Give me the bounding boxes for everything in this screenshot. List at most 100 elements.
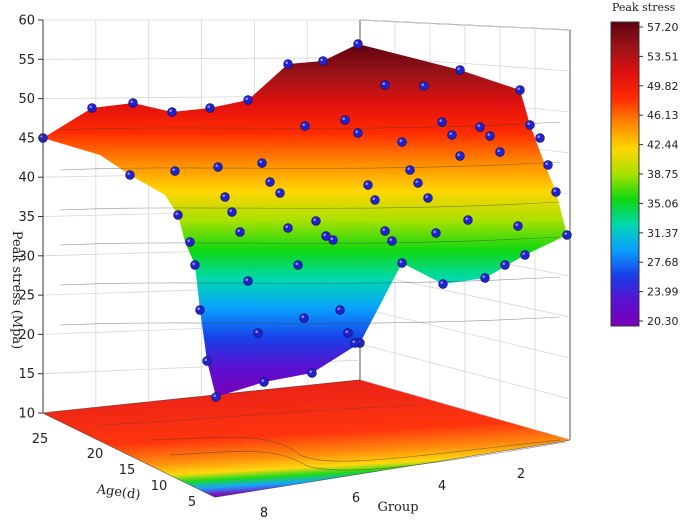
data-point-highlight bbox=[527, 122, 530, 125]
data-point bbox=[500, 260, 510, 270]
data-point-highlight bbox=[382, 228, 386, 231]
group-tick-label: 6 bbox=[352, 491, 360, 506]
data-point bbox=[551, 187, 561, 197]
data-point bbox=[185, 237, 195, 247]
data-point bbox=[495, 147, 505, 157]
y-tick-label: 60 bbox=[18, 14, 35, 29]
colorbar-tick-label: 53.51 bbox=[647, 50, 679, 63]
data-point-highlight bbox=[130, 100, 133, 103]
contour-line bbox=[59, 276, 561, 286]
data-point bbox=[275, 188, 285, 198]
data-point-highlight bbox=[229, 209, 232, 212]
colorbar-tick-label: 57.20 bbox=[647, 21, 679, 34]
data-point bbox=[211, 392, 221, 402]
data-point bbox=[328, 235, 338, 245]
data-point bbox=[397, 137, 407, 147]
data-point-highlight bbox=[267, 179, 271, 182]
data-point-highlight bbox=[277, 190, 281, 193]
data-point-highlight bbox=[215, 164, 218, 167]
data-point-highlight bbox=[515, 223, 518, 226]
data-point bbox=[257, 158, 267, 168]
data-point bbox=[300, 121, 310, 131]
data-point-highlight bbox=[285, 225, 289, 228]
colorbar-ticks: 57.20 53.51 49.82 46.13 42.44 38.75 35.06 31.37… bbox=[639, 21, 679, 328]
data-point bbox=[520, 250, 530, 260]
floor-color-fill bbox=[43, 380, 570, 497]
colorbar: Peak stress 57.20 53.51 49.82 46.13 42.44 38.… bbox=[610, 1, 679, 328]
data-point-highlight bbox=[295, 262, 299, 266]
data-point-highlight bbox=[337, 307, 341, 311]
data-point bbox=[311, 216, 321, 226]
data-point-highlight bbox=[487, 133, 491, 136]
data-point-highlight bbox=[245, 97, 248, 100]
data-point bbox=[535, 133, 545, 143]
data-point bbox=[475, 122, 485, 132]
data-point-highlight bbox=[309, 370, 313, 374]
data-point bbox=[173, 210, 183, 220]
contour-line bbox=[59, 236, 561, 246]
age-tick-label: 10 bbox=[151, 479, 168, 494]
data-point bbox=[265, 177, 275, 187]
age-tick-label: 15 bbox=[119, 463, 136, 478]
colorbar-tick-label: 35.06 bbox=[647, 197, 679, 210]
data-point-highlight bbox=[323, 233, 327, 236]
data-point bbox=[259, 377, 269, 387]
data-point bbox=[202, 356, 212, 366]
data-point-highlight bbox=[545, 162, 548, 165]
contour-line bbox=[59, 201, 561, 211]
data-point-highlight bbox=[320, 58, 324, 61]
data-point bbox=[235, 227, 245, 237]
data-point-highlight bbox=[425, 195, 429, 198]
data-point-highlight bbox=[477, 124, 481, 127]
data-point bbox=[413, 178, 423, 188]
data-point bbox=[363, 180, 373, 190]
age-axis: 25 20 15 10 5 bbox=[32, 432, 196, 510]
data-point-highlight bbox=[197, 307, 200, 311]
data-point-highlight bbox=[372, 197, 376, 200]
group-tick-label: 8 bbox=[260, 506, 268, 521]
data-point-highlight bbox=[204, 358, 207, 362]
data-point-highlight bbox=[457, 67, 461, 70]
data-point-highlight bbox=[330, 237, 334, 240]
contour-line bbox=[59, 316, 561, 326]
data-point bbox=[515, 85, 525, 95]
data-point bbox=[437, 117, 447, 127]
colorbar-tick-label: 46.13 bbox=[647, 109, 679, 122]
data-point-highlight bbox=[399, 260, 403, 264]
data-point-highlight bbox=[302, 123, 306, 126]
data-point-highlight bbox=[415, 180, 419, 183]
data-point-highlight bbox=[213, 394, 216, 398]
data-point bbox=[380, 226, 390, 236]
data-point bbox=[438, 279, 448, 289]
data-point bbox=[455, 151, 465, 161]
data-point bbox=[455, 65, 465, 75]
data-point bbox=[227, 207, 237, 217]
data-point bbox=[397, 258, 407, 268]
data-point bbox=[195, 305, 205, 315]
data-point-highlight bbox=[89, 105, 92, 108]
data-point bbox=[340, 115, 350, 125]
data-point bbox=[220, 192, 230, 202]
data-point bbox=[318, 56, 328, 66]
data-point-highlight bbox=[449, 132, 453, 135]
data-point bbox=[283, 223, 293, 233]
data-point bbox=[125, 170, 135, 180]
data-point bbox=[243, 276, 253, 286]
data-point bbox=[213, 162, 223, 172]
data-point bbox=[380, 80, 390, 90]
data-point-highlight bbox=[465, 217, 469, 220]
data-point-highlight bbox=[207, 105, 210, 108]
surface-fill bbox=[43, 44, 567, 397]
data-point bbox=[190, 260, 200, 270]
data-point-highlight bbox=[237, 229, 240, 232]
data-point-highlight bbox=[355, 41, 359, 44]
stress-surface bbox=[43, 44, 567, 397]
y-tick-label: 35 bbox=[18, 210, 35, 225]
group-tick-label: 4 bbox=[438, 479, 446, 494]
data-point bbox=[87, 103, 97, 113]
y-tick-label: 15 bbox=[18, 367, 35, 382]
age-axis-label: Age(d) bbox=[95, 482, 142, 503]
age-tick-label: 20 bbox=[87, 447, 104, 462]
data-point-highlight bbox=[407, 167, 411, 170]
colorbar-tick-label: 31.37 bbox=[647, 227, 679, 240]
